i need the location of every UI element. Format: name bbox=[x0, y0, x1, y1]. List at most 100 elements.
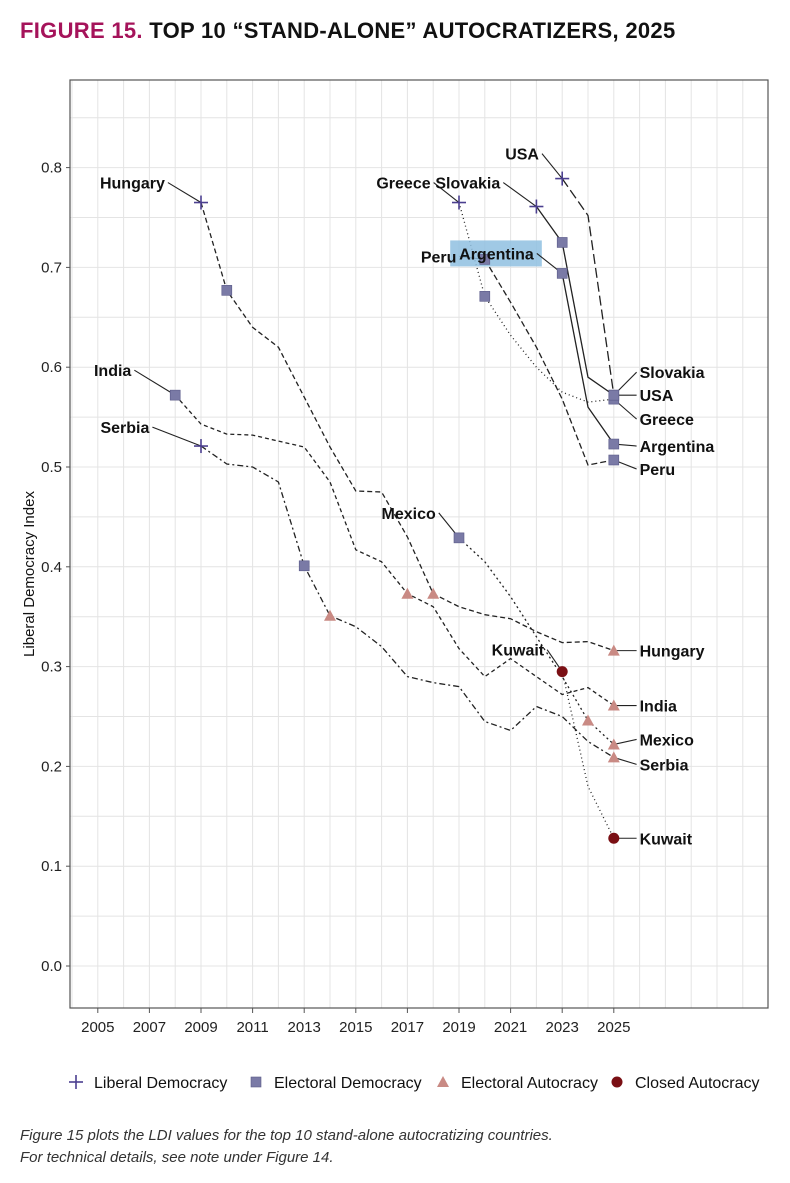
leader-line bbox=[541, 153, 563, 179]
y-tick-label: 0.3 bbox=[41, 659, 62, 676]
marker-electoral-democracy bbox=[608, 454, 620, 466]
figure-title-text: TOP 10 “STAND-ALONE” AUTOCRATIZERS, 2025 bbox=[149, 18, 676, 43]
marker-electoral-democracy bbox=[608, 389, 620, 401]
marker-electoral-democracy bbox=[298, 560, 310, 572]
series-label-slovakia: Slovakia bbox=[435, 176, 500, 193]
series-label-india: India bbox=[640, 699, 677, 716]
label-highlight bbox=[450, 240, 542, 267]
series-label-mexico: Mexico bbox=[640, 732, 694, 749]
ldi-line-chart: 0.0 0.1 0.2 0.3 0.4 0.5 0.6 0.7 0.8 2005 2007 2009 2… bbox=[21, 79, 769, 1092]
series-label-serbia: Serbia bbox=[100, 420, 149, 437]
marker-electoral-democracy bbox=[453, 532, 465, 544]
leader-line bbox=[433, 182, 460, 203]
y-tick-label: 0.1 bbox=[41, 858, 62, 875]
marker-liberal-democracy bbox=[555, 171, 570, 186]
series-label-peru: Peru bbox=[421, 249, 457, 266]
marker-liberal-democracy bbox=[529, 199, 544, 214]
leader-line bbox=[134, 369, 176, 396]
leader-line bbox=[502, 182, 537, 207]
marker-electoral-autocracy bbox=[324, 609, 336, 621]
marker-closed-autocracy bbox=[608, 832, 620, 844]
marker-electoral-autocracy bbox=[437, 1076, 449, 1087]
legend-label: Electoral Autocracy bbox=[461, 1075, 598, 1092]
marker-electoral-autocracy bbox=[607, 699, 620, 711]
y-tick-label: 0.0 bbox=[41, 958, 62, 975]
plot-frame bbox=[69, 79, 769, 1009]
x-tick-label: 2017 bbox=[391, 1019, 424, 1036]
marker-electoral-autocracy bbox=[607, 738, 620, 750]
y-tick-label: 0.8 bbox=[41, 160, 62, 177]
x-tick-label: 2007 bbox=[133, 1019, 166, 1036]
grid bbox=[70, 80, 768, 1008]
marker-closed-autocracy bbox=[611, 1076, 623, 1088]
legend-label: Closed Autocracy bbox=[635, 1075, 760, 1092]
marker-electoral-democracy bbox=[556, 268, 568, 279]
series-line-argentina bbox=[561, 273, 615, 445]
marker-liberal-democracy bbox=[69, 1075, 83, 1089]
series-label-india: India bbox=[94, 363, 131, 380]
marker-electoral-autocracy bbox=[582, 714, 594, 726]
series-line-india bbox=[174, 394, 615, 707]
figure-caption: Figure 15 plots the LDI values for the t… bbox=[20, 1125, 553, 1169]
series-line-peru bbox=[484, 259, 614, 466]
marker-electoral-autocracy bbox=[607, 751, 620, 763]
marker-liberal-democracy bbox=[452, 195, 466, 210]
legend-label: Electoral Democracy bbox=[274, 1075, 422, 1092]
marker-liberal-democracy bbox=[194, 439, 208, 454]
y-tick-label: 0.4 bbox=[41, 559, 62, 576]
x-tick-label: 2009 bbox=[184, 1019, 217, 1036]
series-label-usa: USA bbox=[640, 388, 674, 405]
caption-line-1: Figure 15 plots the LDI values for the t… bbox=[20, 1127, 553, 1144]
x-tick-label: 2013 bbox=[288, 1019, 321, 1036]
series-label-peru: Peru bbox=[640, 462, 676, 479]
marker-electoral-democracy bbox=[250, 1076, 262, 1088]
x-tick-label: 2005 bbox=[81, 1019, 114, 1036]
axes: 0.0 0.1 0.2 0.3 0.4 0.5 0.6 0.7 0.8 2005 2007 2009 2… bbox=[21, 79, 769, 1036]
series-line-greece bbox=[458, 202, 614, 403]
caption-line-2: For technical details, see note under Fi… bbox=[20, 1149, 334, 1166]
leader-line bbox=[613, 738, 637, 745]
series-label-usa: USA bbox=[505, 147, 539, 164]
legend-item-electoral-democracy: Electoral Democracy bbox=[250, 1075, 422, 1092]
legend-item-closed-autocracy: Closed Autocracy bbox=[611, 1075, 760, 1092]
marker-electoral-democracy bbox=[479, 254, 491, 265]
series-label-greece: Greece bbox=[640, 412, 694, 429]
x-tick-label: 2011 bbox=[236, 1019, 268, 1036]
figure-title: FIGURE 15. TOP 10 “STAND-ALONE” AUTOCRAT… bbox=[20, 18, 675, 44]
y-axis-label: Liberal Democracy Index bbox=[21, 491, 38, 657]
series-label-kuwait: Kuwait bbox=[492, 643, 545, 660]
x-tick-label: 2015 bbox=[339, 1019, 372, 1036]
y-tick-label: 0.6 bbox=[41, 359, 62, 376]
figure-number: FIGURE 15. bbox=[20, 18, 143, 43]
y-tick-label: 0.5 bbox=[41, 459, 62, 476]
marker-liberal-democracy bbox=[194, 195, 208, 210]
marker-electoral-autocracy bbox=[607, 644, 620, 656]
marker-electoral-democracy bbox=[221, 285, 233, 296]
x-tick-label: 2021 bbox=[494, 1019, 527, 1036]
series-lines bbox=[174, 178, 615, 839]
marker-electoral-autocracy bbox=[401, 587, 414, 599]
legend-label: Liberal Democracy bbox=[94, 1075, 227, 1092]
label-leaders bbox=[134, 153, 637, 839]
series-line-serbia bbox=[200, 445, 615, 758]
series-label-slovakia: Slovakia bbox=[640, 365, 705, 382]
series-label-argentina: Argentina bbox=[640, 439, 715, 456]
x-tick-label: 2019 bbox=[442, 1019, 475, 1036]
y-tick-label: 0.2 bbox=[41, 758, 62, 775]
series-line-slovakia bbox=[535, 206, 615, 396]
marker-electoral-autocracy bbox=[427, 587, 440, 599]
x-tick-label: 2023 bbox=[546, 1019, 579, 1036]
leader-line bbox=[167, 182, 202, 204]
series-label-greece: Greece bbox=[376, 176, 430, 193]
series-markers bbox=[169, 171, 620, 844]
series-label-mexico: Mexico bbox=[382, 506, 436, 523]
x-tick-label: 2025 bbox=[597, 1019, 630, 1036]
series-label-hungary: Hungary bbox=[100, 176, 165, 193]
legend-item-electoral-autocracy: Electoral Autocracy bbox=[437, 1075, 598, 1092]
series-label-argentina: Argentina bbox=[459, 246, 534, 263]
series-line-mexico bbox=[458, 537, 615, 745]
leader-line bbox=[152, 426, 202, 447]
series-label-kuwait: Kuwait bbox=[640, 831, 693, 848]
series-labels: Hungary India Serbia Mexico Kuwait Greece Slov… bbox=[94, 147, 714, 849]
marker-electoral-democracy bbox=[608, 438, 620, 450]
